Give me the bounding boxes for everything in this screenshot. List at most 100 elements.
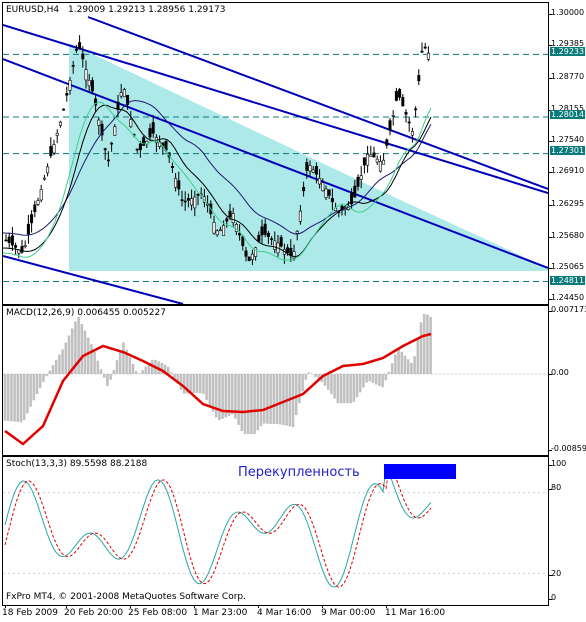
candle-body bbox=[94, 98, 98, 106]
candle-body bbox=[372, 152, 376, 158]
macd-bar bbox=[326, 374, 330, 390]
macd-bar bbox=[381, 374, 384, 388]
macd-bar bbox=[131, 364, 135, 374]
macd-bar bbox=[224, 374, 228, 418]
stoch-tick: 0 bbox=[551, 593, 557, 602]
candle-body bbox=[404, 112, 408, 115]
candle-body bbox=[330, 198, 334, 203]
candle-body bbox=[420, 50, 424, 53]
macd-bar bbox=[122, 342, 125, 374]
candle-body bbox=[30, 214, 34, 224]
channel-top-line bbox=[87, 16, 548, 190]
candle-body bbox=[42, 177, 46, 180]
level-price-badge: 1.27301 bbox=[550, 146, 586, 155]
candle-body bbox=[39, 189, 43, 201]
candle-body bbox=[321, 182, 325, 192]
candle-body bbox=[286, 247, 290, 253]
candle-body bbox=[362, 157, 366, 166]
candle-body bbox=[254, 247, 258, 257]
macd-bar bbox=[227, 374, 231, 416]
macd-tick: -0.00859 bbox=[551, 444, 586, 453]
time-tick: 20 Feb 20:00 bbox=[64, 608, 124, 618]
macd-bar bbox=[371, 374, 375, 383]
macd-bar bbox=[368, 374, 372, 382]
level-price-badge: 1.24811 bbox=[550, 276, 586, 285]
candle-body bbox=[359, 175, 363, 180]
price-chart-pane[interactable]: EURUSD,H4 1.29009 1.29213 1.28956 1.2917… bbox=[2, 2, 549, 305]
candle-body bbox=[231, 213, 235, 223]
macd-bar bbox=[182, 374, 186, 394]
macd-tick: 0.00 bbox=[551, 368, 569, 377]
candle-body bbox=[4, 239, 8, 242]
candle-body bbox=[298, 210, 302, 222]
candle-body bbox=[222, 225, 226, 236]
macd-bar bbox=[173, 374, 176, 379]
macd-label: MACD(12,26,9) 0.006455 0.005227 bbox=[6, 308, 166, 318]
macd-bar bbox=[413, 356, 416, 374]
macd-bar bbox=[262, 374, 266, 424]
candle-body bbox=[116, 101, 120, 110]
candle-body bbox=[353, 185, 357, 198]
stoch-pane[interactable]: Stoch(13,3,3) 89.5598 88.2188 Перекуплен… bbox=[2, 456, 549, 606]
macd-bar bbox=[250, 374, 253, 434]
macd-bar bbox=[422, 314, 426, 374]
candle-body bbox=[193, 196, 197, 209]
macd-bar bbox=[259, 374, 263, 427]
stoch-label: Stoch(13,3,3) 89.5598 88.2188 bbox=[6, 459, 148, 469]
candle-body bbox=[14, 245, 18, 248]
candle-body bbox=[135, 148, 139, 151]
candle-body bbox=[407, 121, 411, 124]
price-tick: 1.30000 bbox=[551, 8, 585, 17]
macd-bar bbox=[314, 374, 317, 377]
candle-body bbox=[180, 199, 184, 201]
candle-body bbox=[369, 154, 373, 157]
candle-body bbox=[366, 154, 370, 166]
candle-body bbox=[215, 230, 219, 236]
candle-body bbox=[295, 231, 299, 234]
candle-body bbox=[350, 192, 354, 205]
macd-signal-line bbox=[4, 332, 432, 446]
candle-body bbox=[292, 251, 296, 259]
candle-body bbox=[382, 159, 386, 165]
candle-body bbox=[174, 178, 178, 188]
time-tick: 9 Mar 00:00 bbox=[321, 608, 376, 618]
candle-body bbox=[26, 223, 30, 235]
macd-bar bbox=[48, 370, 52, 374]
stoch-tick: 20 bbox=[551, 569, 562, 578]
candle-body bbox=[126, 94, 130, 105]
moving-average-mid bbox=[3, 104, 432, 258]
price-tick: 1.29385 bbox=[551, 39, 585, 48]
candle-body bbox=[324, 188, 328, 198]
candle-body bbox=[266, 232, 270, 237]
price-tick: 1.25065 bbox=[551, 262, 585, 271]
candle-body bbox=[23, 245, 27, 247]
candle-body bbox=[273, 240, 277, 250]
candle-body bbox=[311, 169, 315, 173]
macd-bar bbox=[394, 354, 397, 374]
symbol-label: EURUSD,H4 bbox=[6, 5, 60, 15]
macd-bar bbox=[355, 374, 359, 398]
candle-body bbox=[247, 256, 251, 261]
candle-body bbox=[356, 176, 360, 187]
macd-bar bbox=[410, 362, 413, 374]
macd-pane[interactable]: MACD(12,26,9) 0.006455 0.005227 bbox=[2, 305, 549, 456]
candle-body bbox=[186, 198, 190, 201]
price-tick: 1.27540 bbox=[551, 135, 585, 144]
macd-bar bbox=[384, 374, 388, 381]
candle-body bbox=[327, 189, 331, 196]
macd-bar bbox=[42, 374, 45, 383]
macd-bar bbox=[83, 330, 87, 374]
candle-body bbox=[401, 96, 405, 107]
macd-bar bbox=[112, 370, 116, 374]
macd-bar bbox=[333, 374, 336, 399]
candle-body bbox=[305, 162, 309, 171]
macd-bar bbox=[186, 374, 189, 394]
macd-bar bbox=[403, 355, 407, 374]
macd-bar bbox=[339, 374, 343, 404]
macd-bar bbox=[214, 374, 218, 418]
stoch-tick: 100 bbox=[551, 459, 567, 468]
macd-bar bbox=[301, 374, 304, 392]
macd-bar bbox=[64, 342, 68, 374]
stoch-signal-line bbox=[4, 468, 432, 588]
candle-body bbox=[151, 122, 155, 134]
